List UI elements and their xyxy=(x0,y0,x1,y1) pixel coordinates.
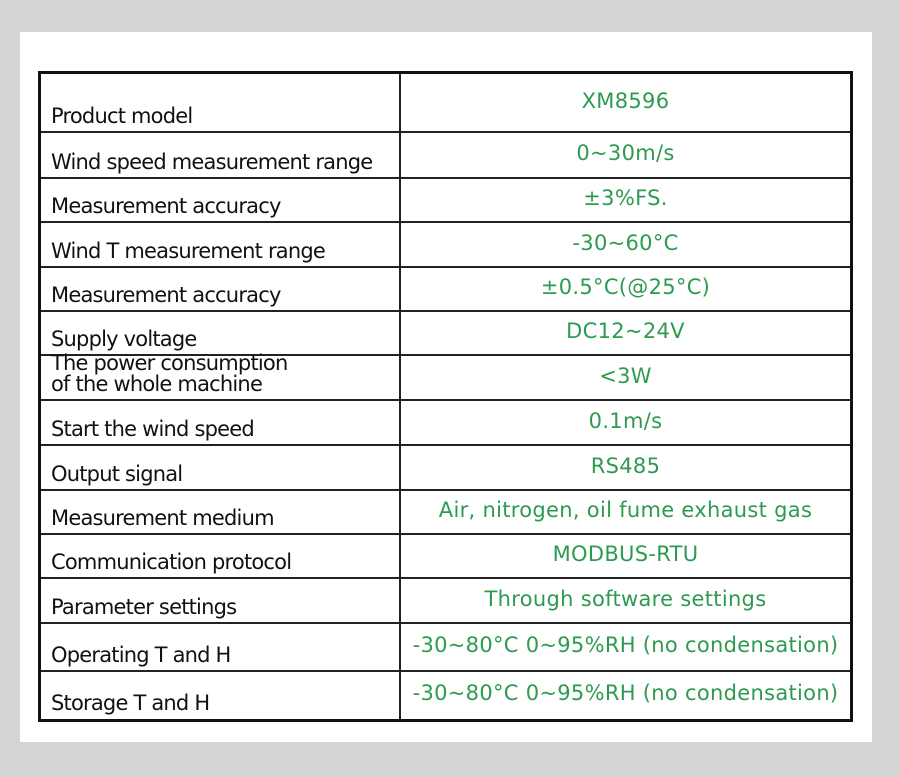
parameter-value: ±3%FS. xyxy=(583,186,668,210)
parameter-name: The power consumption of the whole machi… xyxy=(51,351,288,396)
parameter-name: Supply voltage xyxy=(51,327,197,351)
parameter-value: -30~80°C 0~95%RH (no condensation) xyxy=(412,681,839,705)
parameter-value: Through software settings xyxy=(484,586,767,611)
parameter-name: Product model xyxy=(51,104,193,128)
parameter-name: Measurement accuracy xyxy=(51,283,281,307)
row-divider xyxy=(41,354,850,356)
row-divider xyxy=(41,489,850,491)
parameter-name: Communication protocol xyxy=(51,550,292,574)
row-divider xyxy=(41,670,850,672)
parameter-name: Measurement accuracy xyxy=(51,194,281,218)
row-divider xyxy=(41,177,850,179)
row-divider xyxy=(41,622,850,624)
row-divider xyxy=(41,444,850,446)
row-divider xyxy=(41,577,850,579)
parameter-name: Operating T and H xyxy=(51,643,231,667)
parameter-value: ±0.5°C(@25°C) xyxy=(540,275,711,299)
parameter-name: Wind speed measurement range xyxy=(51,150,373,174)
spec-table: Product model XM8596 Wind speed measuremen… xyxy=(38,71,853,722)
parameter-name: Measurement medium xyxy=(51,506,275,530)
parameter-name: Storage T and H xyxy=(51,691,210,715)
parameter-value: -30~60°C xyxy=(572,230,679,255)
parameter-name: Start the wind speed xyxy=(51,417,255,441)
row-divider xyxy=(41,266,850,268)
parameter-value: <3W xyxy=(599,363,652,388)
parameter-name: Output signal xyxy=(51,462,183,486)
parameter-name: Parameter settings xyxy=(51,595,237,619)
parameter-name: Wind T measurement range xyxy=(51,239,326,263)
row-divider xyxy=(41,399,850,401)
parameter-value: DC12~24V xyxy=(566,319,685,343)
parameter-value: MODBUS-RTU xyxy=(552,542,699,566)
column-divider xyxy=(399,74,401,719)
parameter-value: -30~80°C 0~95%RH (no condensation) xyxy=(412,633,839,657)
parameter-value: RS485 xyxy=(590,453,661,478)
row-divider xyxy=(41,310,850,312)
row-divider xyxy=(41,131,850,133)
parameter-value: 0~30m/s xyxy=(576,141,675,165)
parameter-value: 0.1m/s xyxy=(588,408,663,433)
parameter-value: Air, nitrogen, oil fume exhaust gas xyxy=(438,498,813,522)
parameter-value: XM8596 xyxy=(581,89,670,113)
row-divider xyxy=(41,533,850,535)
row-divider xyxy=(41,221,850,223)
